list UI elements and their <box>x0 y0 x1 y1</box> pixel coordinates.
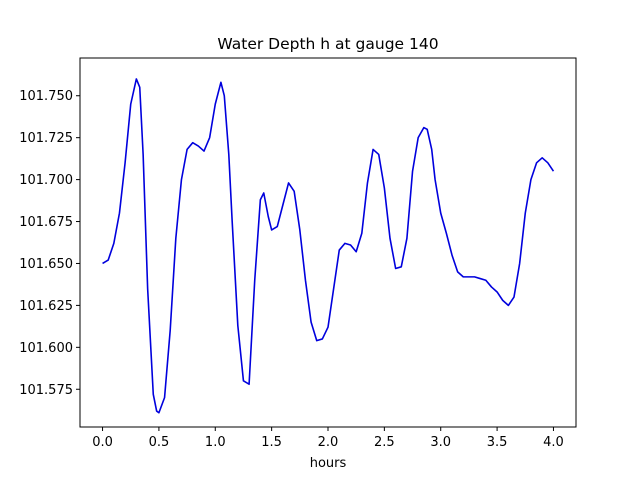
x-tick-label: 2.5 <box>374 435 395 450</box>
y-tick-label: 101.700 <box>19 173 73 188</box>
x-tick-label: 2.0 <box>318 435 339 450</box>
y-tick-label: 101.725 <box>19 131 73 146</box>
y-axis-ticks: 101.575 101.600 101.625 101.650 101.675 101.7… <box>19 89 80 398</box>
x-tick-label: 3.0 <box>430 435 451 450</box>
x-tick-label: 0.5 <box>149 435 170 450</box>
y-tick-label: 101.625 <box>19 299 73 314</box>
x-tick-label: 3.5 <box>487 435 508 450</box>
plot-frame <box>79 57 577 428</box>
y-tick-label: 101.650 <box>19 257 73 272</box>
series-line <box>102 78 555 414</box>
x-tick-label: 4.0 <box>543 435 564 450</box>
x-axis-ticks: 0.0 0.5 1.0 1.5 2.0 2.5 3.0 3.5 4.0 <box>92 427 564 450</box>
y-tick-label: 101.600 <box>19 341 73 356</box>
x-axis-label: hours <box>310 456 347 471</box>
x-tick-label: 1.0 <box>205 435 226 450</box>
x-tick-label: 1.5 <box>261 435 282 450</box>
y-tick-label: 101.675 <box>19 215 73 230</box>
chart-title: Water Depth h at gauge 140 <box>217 35 438 53</box>
y-tick-label: 101.750 <box>19 89 73 104</box>
y-tick-label: 101.575 <box>19 383 73 398</box>
x-tick-label: 0.0 <box>92 435 113 450</box>
